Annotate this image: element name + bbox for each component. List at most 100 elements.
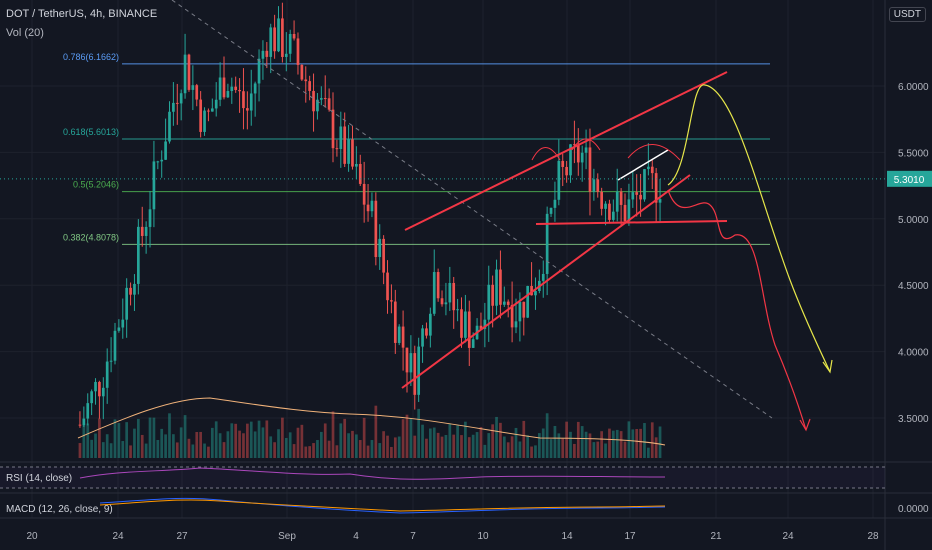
- candle-body: [452, 282, 456, 311]
- volume-bar: [421, 424, 424, 458]
- price-tick-label: 4.0000: [898, 348, 929, 359]
- volume-bar: [105, 434, 109, 458]
- support-line: [535, 220, 728, 225]
- candle-body: [105, 361, 109, 388]
- candle-body: [557, 160, 561, 200]
- volume-bar: [436, 432, 440, 458]
- macd-signal-line: [99, 499, 666, 512]
- candle-body: [479, 325, 483, 329]
- volume-bar: [152, 417, 156, 458]
- volume-bar: [580, 426, 584, 458]
- candle-body: [226, 91, 230, 98]
- candle-body: [436, 272, 440, 299]
- volume-bar: [538, 433, 541, 458]
- volume-bar: [101, 442, 105, 458]
- candle-body: [300, 64, 304, 80]
- volume-bar: [631, 429, 635, 458]
- candle-body: [351, 139, 354, 167]
- volume-bar: [362, 417, 366, 458]
- candle-body: [121, 319, 125, 328]
- candle-body: [569, 144, 572, 176]
- macd-line: [99, 497, 666, 514]
- time-tick-label: 10: [477, 531, 489, 542]
- candle-body: [576, 144, 580, 163]
- volume-bar: [304, 446, 308, 458]
- candle-body: [242, 91, 245, 109]
- volume-bar: [382, 431, 385, 458]
- time-tick-label: 20: [26, 531, 38, 542]
- candle-body: [277, 18, 280, 52]
- volume-bar: [179, 427, 183, 458]
- volume-bar: [370, 440, 374, 458]
- candle-body: [565, 166, 568, 176]
- candle-body: [619, 191, 623, 205]
- candle-body: [199, 99, 202, 132]
- candle-body: [323, 98, 327, 100]
- volume-bar: [230, 423, 234, 458]
- candle-body: [448, 282, 452, 303]
- volume-bar: [218, 433, 222, 458]
- volume-bar: [168, 413, 171, 458]
- candle-body: [86, 403, 90, 419]
- candle-body: [253, 83, 257, 94]
- arc-annotation: [531, 147, 561, 161]
- volume-bar: [82, 423, 86, 458]
- volume-bar: [432, 427, 436, 458]
- candle-body: [658, 199, 662, 203]
- candle-body: [195, 85, 199, 100]
- volume-bar: [281, 417, 284, 458]
- volume-bar: [121, 441, 125, 458]
- candle-body: [405, 347, 409, 373]
- currency-badge[interactable]: USDT: [888, 7, 926, 22]
- volume-bar: [608, 428, 611, 458]
- volume-bar: [510, 436, 514, 458]
- candle-body: [635, 192, 639, 195]
- candle-body: [467, 311, 471, 348]
- candle-body: [413, 353, 417, 395]
- candle-body: [429, 313, 432, 336]
- candle-body: [526, 285, 530, 318]
- candle-body: [160, 159, 164, 162]
- volume-bar: [109, 443, 113, 458]
- candle-body: [417, 346, 421, 395]
- volume-bar: [448, 423, 452, 458]
- volume-bar: [358, 440, 362, 458]
- fib-level-label: 0.382(4.8078): [63, 232, 119, 242]
- volume-bar: [456, 425, 459, 458]
- volume-bar: [94, 433, 97, 458]
- candle-body: [355, 163, 358, 167]
- volume-bar: [429, 428, 432, 458]
- volume-bar: [553, 425, 557, 458]
- time-tick-label: 27: [176, 531, 188, 542]
- volume-bar: [125, 422, 129, 458]
- candle-body: [335, 148, 339, 150]
- candle-body: [179, 93, 183, 104]
- volume-bar: [339, 423, 343, 458]
- volume-bar: [534, 445, 537, 458]
- volume-bar: [611, 430, 615, 458]
- candle-body: [214, 99, 218, 109]
- candle-body: [109, 360, 113, 362]
- symbol-title: DOT / TetherUS, 4h, BINANCE: [6, 8, 158, 20]
- arc-annotation: [627, 144, 681, 161]
- wedge-upper-line: [404, 71, 728, 231]
- volume-bar: [327, 440, 331, 458]
- rsi-label: RSI (14, close): [6, 473, 72, 484]
- fib-level-label: 0.786(6.1662): [63, 52, 119, 62]
- candle-body: [187, 54, 191, 90]
- candle-body: [296, 38, 300, 65]
- candle-body: [506, 301, 510, 305]
- volume-bar: [347, 433, 350, 458]
- volume-bar: [300, 424, 304, 458]
- candle-body: [444, 302, 448, 305]
- volume-bar: [351, 430, 354, 458]
- candle-body: [113, 330, 117, 361]
- candle-body: [347, 139, 350, 164]
- volume-bar: [549, 439, 553, 458]
- wedge-lower-line: [401, 174, 691, 389]
- candle-body: [495, 269, 498, 306]
- volume-bar: [502, 436, 506, 458]
- candle-body: [288, 33, 292, 54]
- candle-body: [261, 50, 265, 59]
